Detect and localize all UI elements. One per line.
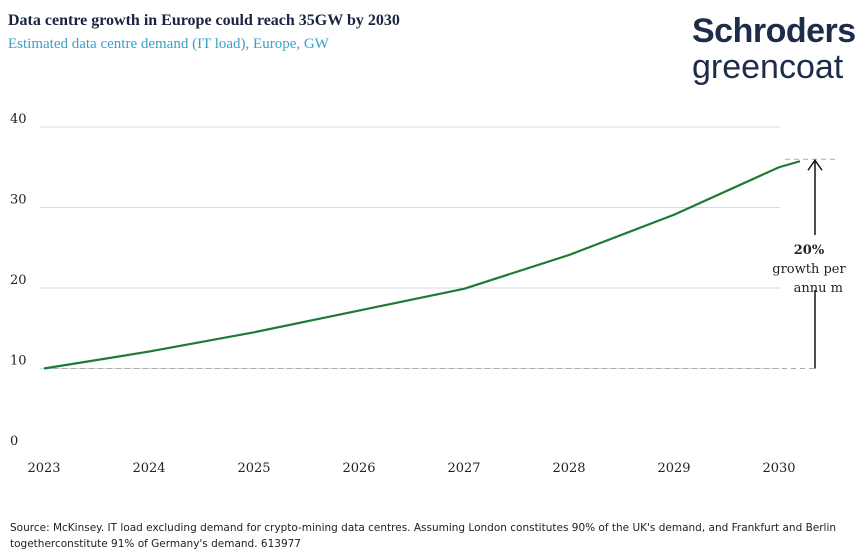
x-tick-label: 2023 bbox=[27, 461, 60, 476]
series-line bbox=[43, 160, 801, 370]
annotation-line3: annu m bbox=[794, 281, 843, 296]
chart-title: Data centre growth in Europe could reach… bbox=[8, 12, 400, 29]
x-tick-label: 2025 bbox=[237, 461, 270, 476]
y-tick-label: 0 bbox=[10, 434, 18, 449]
x-tick-label: 2028 bbox=[552, 461, 585, 476]
annotation-percent: 20% bbox=[794, 243, 825, 258]
x-tick-label: 2026 bbox=[342, 461, 375, 476]
y-tick-label: 10 bbox=[10, 354, 27, 369]
arrow-head-icon bbox=[807, 158, 823, 171]
logo-line2: greencoat bbox=[692, 48, 844, 86]
schroders-greencoat-logo: Schroders greencoat bbox=[692, 14, 856, 84]
x-tick-label: 2030 bbox=[762, 461, 795, 476]
logo-line1: Schroders bbox=[692, 12, 856, 50]
source-note: Source: McKinsey. IT load excluding dema… bbox=[10, 522, 837, 550]
y-tick-label: 40 bbox=[10, 112, 27, 127]
x-tick-label: 2027 bbox=[447, 461, 480, 476]
y-tick-label: 20 bbox=[10, 273, 27, 288]
annotation-line2: growth per bbox=[772, 262, 846, 277]
y-tick-label: 30 bbox=[10, 193, 27, 208]
x-tick-label: 2029 bbox=[657, 461, 690, 476]
x-tick-label: 2024 bbox=[132, 461, 165, 476]
chart-subtitle: Estimated data centre demand (IT load), … bbox=[8, 36, 329, 52]
